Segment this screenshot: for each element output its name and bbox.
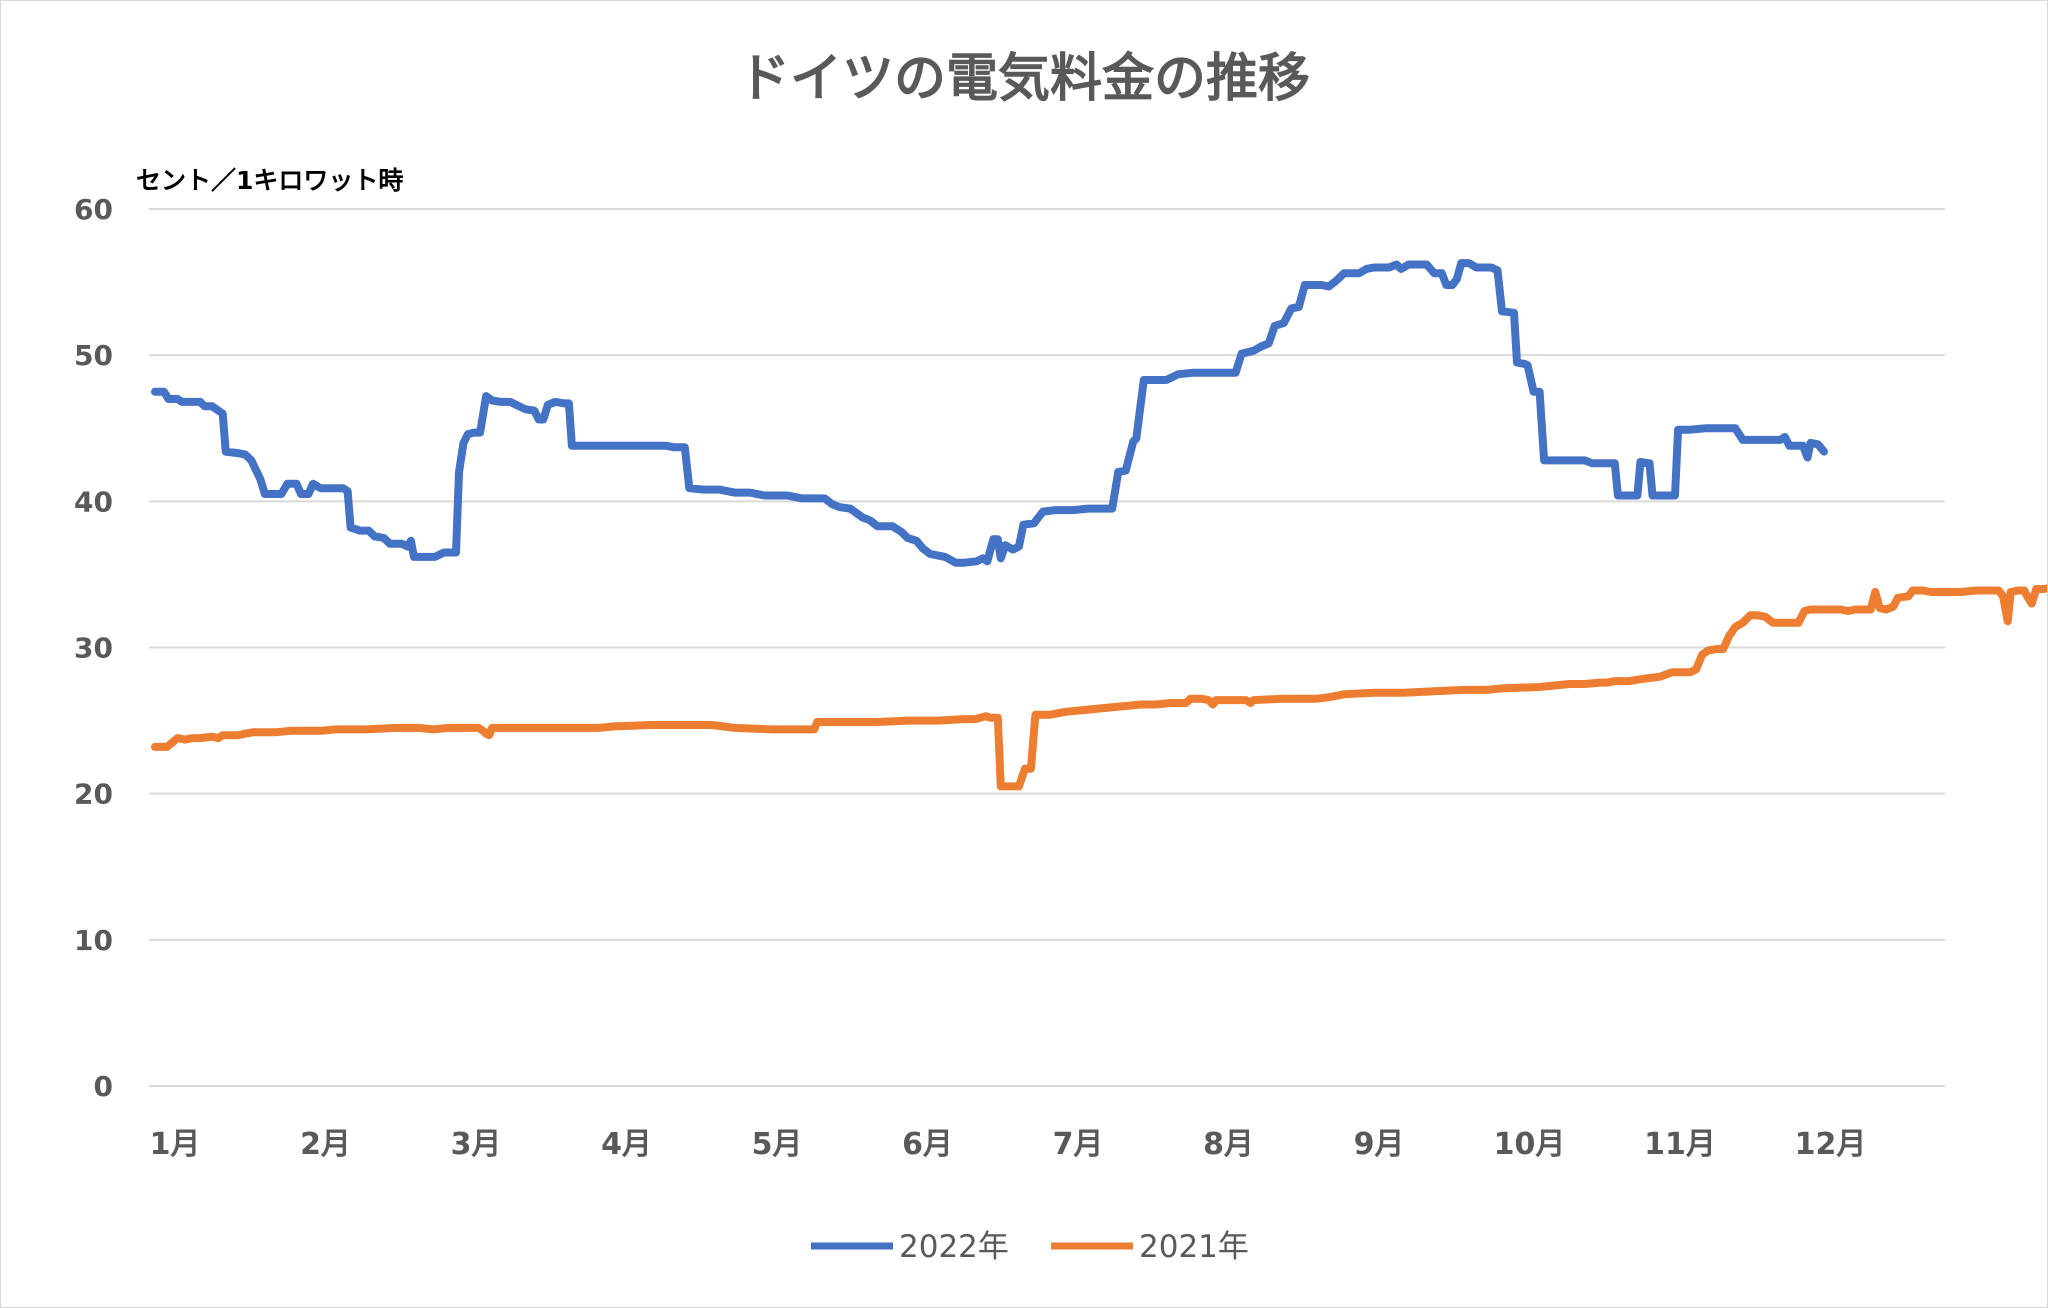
legend: 2022年 2021年 <box>811 1229 1249 1265</box>
y-tick-label: 0 <box>94 1070 113 1103</box>
x-tick-label: 4月 <box>601 1127 652 1162</box>
y-axis-ticks: 0 10 20 30 40 50 60 <box>74 193 113 1103</box>
chart-title: ドイツの電気料金の推移 <box>738 49 1310 109</box>
x-tick-label: 10月 <box>1494 1127 1566 1162</box>
y-tick-label: 60 <box>74 193 113 226</box>
x-tick-label: 9月 <box>1354 1127 1405 1162</box>
y-axis-unit-label: セント／1キロワット時 <box>136 166 403 195</box>
x-tick-label: 1月 <box>150 1127 201 1162</box>
y-tick-label: 50 <box>74 339 113 372</box>
legend-label: 2022年 <box>899 1229 1009 1265</box>
x-axis-ticks: 1月 2月 3月 4月 5月 6月 7月 8月 9月 10月 11月 12月 <box>150 1127 1867 1162</box>
y-tick-label: 30 <box>74 632 113 665</box>
x-tick-label: 3月 <box>451 1127 502 1162</box>
series-line-2022年 <box>151 259 1828 567</box>
y-tick-label: 40 <box>74 485 113 518</box>
x-tick-label: 6月 <box>902 1127 953 1162</box>
x-tick-label: 5月 <box>752 1127 803 1162</box>
series-line-2021年 <box>151 584 2047 791</box>
y-tick-label: 10 <box>74 924 113 957</box>
y-tick-label: 20 <box>74 778 113 811</box>
x-tick-label: 7月 <box>1053 1127 1104 1162</box>
x-tick-label: 2月 <box>300 1127 351 1162</box>
x-tick-label: 12月 <box>1795 1127 1867 1162</box>
x-tick-label: 8月 <box>1203 1127 1254 1162</box>
gridlines <box>149 208 1945 1087</box>
x-tick-label: 11月 <box>1644 1127 1716 1162</box>
legend-label: 2021年 <box>1139 1229 1249 1265</box>
series-lines <box>151 259 2047 791</box>
